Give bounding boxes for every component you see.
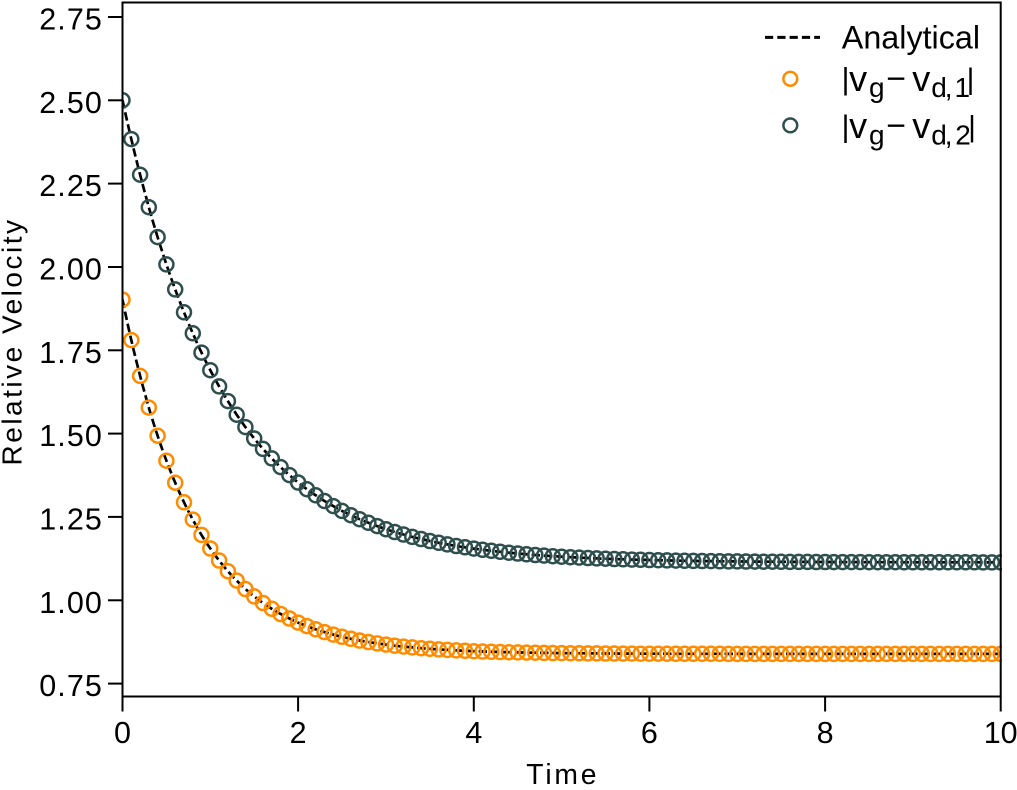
svg-text:2.00: 2.00	[39, 253, 103, 287]
svg-text:Relative Velocity: Relative Velocity	[0, 218, 28, 466]
svg-text:0.75: 0.75	[39, 669, 103, 703]
svg-text:1.50: 1.50	[39, 419, 103, 453]
svg-text:2.25: 2.25	[39, 169, 103, 203]
svg-text:|vg−vd,2|: |vg− vd,2|	[842, 105, 976, 150]
svg-text:0: 0	[114, 716, 131, 750]
svg-text:Analytical: Analytical	[842, 19, 980, 55]
svg-text:Time: Time	[526, 758, 599, 785]
svg-text:4: 4	[465, 716, 482, 750]
svg-text:6: 6	[641, 716, 658, 750]
svg-text:2.75: 2.75	[39, 3, 103, 37]
svg-text:1.75: 1.75	[39, 336, 103, 370]
svg-text:1.00: 1.00	[39, 586, 103, 620]
svg-text:2: 2	[290, 716, 307, 750]
svg-text:|vg−vd,1|: |vg− vd,1|	[842, 58, 975, 103]
svg-text:8: 8	[817, 716, 834, 750]
svg-text:1.25: 1.25	[39, 502, 103, 536]
svg-text:2.50: 2.50	[39, 86, 103, 120]
svg-text:10: 10	[984, 716, 1017, 750]
